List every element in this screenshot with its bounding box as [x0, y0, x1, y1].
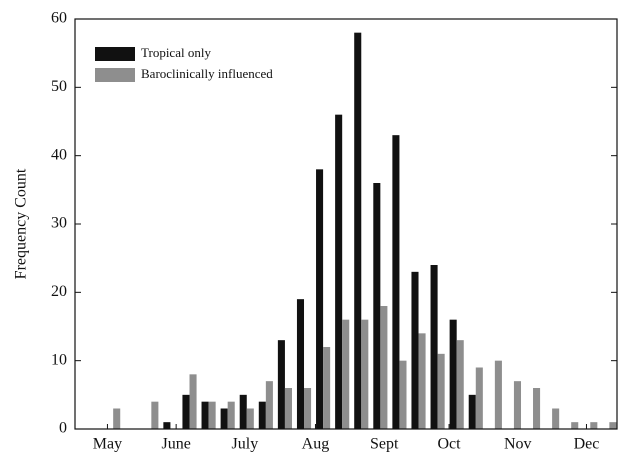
bar	[335, 114, 343, 430]
bar	[201, 401, 209, 429]
bar	[246, 408, 254, 429]
bar	[151, 401, 159, 429]
y-axis-label: Frequency Count	[13, 168, 30, 279]
x-tick-label: Nov	[504, 436, 532, 453]
legend-label: Baroclinically influenced	[141, 66, 273, 81]
y-tick-label: 40	[51, 146, 67, 163]
bar	[475, 367, 483, 429]
bar	[342, 319, 350, 429]
bar	[163, 422, 171, 429]
bar	[373, 183, 381, 429]
y-tick-label: 30	[51, 215, 67, 232]
bar	[430, 265, 438, 429]
bar	[494, 360, 502, 429]
x-tick-label: Oct	[438, 436, 462, 453]
x-tick-label: Dec	[574, 436, 600, 453]
bar	[513, 381, 522, 429]
bar	[239, 394, 247, 429]
y-tick-label: 60	[51, 10, 67, 27]
bar	[411, 271, 419, 429]
bar	[468, 394, 476, 429]
y-tick-label: 0	[59, 420, 67, 437]
bar	[265, 381, 273, 429]
bar	[296, 299, 305, 429]
bar	[316, 169, 324, 430]
x-tick-label: May	[93, 436, 122, 453]
y-tick-label: 20	[51, 283, 67, 300]
bar	[418, 333, 426, 429]
bar	[227, 401, 235, 429]
bar	[220, 408, 228, 429]
bar	[533, 388, 541, 429]
bar	[189, 374, 197, 429]
bar	[437, 353, 445, 429]
x-tick-label: Aug	[302, 436, 330, 453]
bar	[609, 422, 617, 429]
x-tick-label: June	[161, 436, 190, 453]
bar	[354, 32, 362, 430]
bar	[323, 347, 331, 429]
bar	[449, 319, 457, 429]
bar	[380, 306, 388, 429]
bar	[399, 360, 407, 429]
bar	[361, 319, 369, 429]
bar	[208, 401, 216, 429]
bar	[258, 401, 266, 429]
bar	[182, 394, 190, 429]
bar	[552, 408, 560, 429]
bar	[590, 422, 598, 429]
bar	[277, 340, 285, 429]
y-tick-label: 10	[51, 351, 67, 368]
bar	[113, 408, 121, 429]
legend: Tropical only Baroclinically influenced	[95, 45, 273, 82]
plot-frame	[74, 18, 618, 430]
x-tick-label: Sept	[370, 436, 399, 453]
y-tick-label: 50	[51, 78, 67, 95]
bar	[284, 388, 292, 429]
legend-label: Tropical only	[141, 45, 211, 60]
bar	[456, 340, 464, 429]
bar	[304, 388, 312, 429]
bar	[392, 135, 400, 429]
x-tick-label: July	[232, 436, 259, 453]
legend-swatch	[95, 47, 135, 61]
bar	[571, 422, 579, 429]
legend-swatch	[95, 68, 135, 82]
